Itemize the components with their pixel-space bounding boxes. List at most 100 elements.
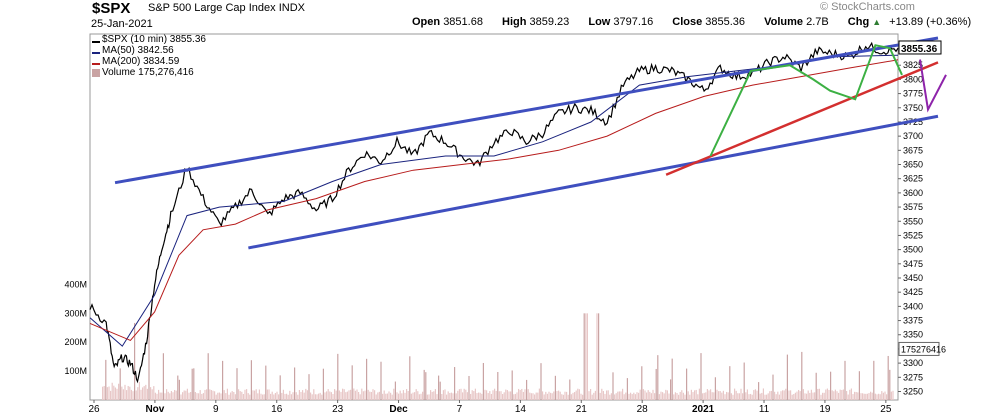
volume-bar xyxy=(394,381,396,400)
volume-bar xyxy=(102,386,104,400)
volume-bar xyxy=(730,393,732,400)
volume-bar xyxy=(650,393,652,400)
volume-bar xyxy=(190,392,192,400)
volume-bar xyxy=(142,387,144,400)
volume-bar xyxy=(468,375,470,400)
volume-bar xyxy=(732,394,734,400)
volume-bar xyxy=(519,390,521,400)
volume-bar xyxy=(649,391,651,400)
volume-bar xyxy=(282,389,284,400)
x-tick-label: 25 xyxy=(880,404,892,415)
volume-bar xyxy=(506,390,508,400)
volume-bar xyxy=(422,391,424,400)
volume-bar xyxy=(735,390,737,400)
volume-bar xyxy=(700,353,702,400)
volume-bar xyxy=(646,392,648,400)
price-tick-label: 3775 xyxy=(903,89,923,99)
volume-bar xyxy=(110,390,112,400)
volume-bar xyxy=(215,394,217,400)
volume-bar xyxy=(265,365,267,400)
volume-bar xyxy=(262,394,264,400)
volume-bar xyxy=(182,392,184,400)
volume-bar xyxy=(482,362,484,400)
volume-bar xyxy=(274,393,276,400)
volume-bar xyxy=(324,392,326,400)
volume-bar xyxy=(772,374,774,400)
volume-bar xyxy=(823,392,825,400)
volume-bar xyxy=(666,390,668,400)
volume-bar xyxy=(454,367,456,400)
volume-bar xyxy=(836,391,838,400)
volume-bar xyxy=(327,389,329,400)
volume-bar xyxy=(246,389,248,400)
volume-bar xyxy=(756,390,758,400)
open-label: Open xyxy=(412,16,441,28)
volume-bar xyxy=(527,389,529,400)
volume-tick-label: 200M xyxy=(64,337,87,347)
volume-bar xyxy=(684,394,686,400)
volume-bar xyxy=(414,392,416,400)
volume-bar xyxy=(244,389,246,400)
volume-bar xyxy=(337,353,339,400)
volume-bar xyxy=(186,388,188,400)
volume-bar xyxy=(169,393,171,400)
volume-bar xyxy=(164,393,166,400)
volume-bar xyxy=(799,391,801,400)
volume-bar xyxy=(786,354,788,400)
volume-bar xyxy=(655,368,657,400)
volume-bar xyxy=(199,390,201,400)
plot-frame xyxy=(89,33,899,401)
volume-bar xyxy=(566,391,568,400)
volume-bar xyxy=(225,393,227,400)
volume-bar xyxy=(466,392,468,400)
volume-bar xyxy=(815,372,817,400)
volume-bar xyxy=(858,371,860,400)
volume-bar xyxy=(518,388,520,400)
volume-bar xyxy=(257,393,259,400)
volume-bar xyxy=(802,389,804,400)
volume-bar xyxy=(798,389,800,400)
volume-bar xyxy=(415,389,417,400)
volume-bar xyxy=(526,379,528,400)
volume-bar xyxy=(132,391,134,400)
volume-bar xyxy=(849,389,851,400)
volume-bar xyxy=(148,322,150,400)
volume-bar xyxy=(310,392,312,400)
volume-bar xyxy=(209,389,211,400)
volume-bar xyxy=(842,389,844,400)
volume-bar xyxy=(695,389,697,400)
volume-bar xyxy=(516,392,518,400)
volume-bar xyxy=(814,392,816,400)
volume-bar xyxy=(865,393,867,400)
volume-bar xyxy=(497,372,499,400)
volume-bar xyxy=(276,391,278,400)
volume-bar xyxy=(559,391,561,400)
volume-bar xyxy=(145,384,147,400)
volume-bar xyxy=(271,391,273,400)
volume-value: 2.7B xyxy=(806,16,829,28)
volume-bar xyxy=(292,392,294,400)
volume-bar xyxy=(671,358,673,400)
volume-bar xyxy=(113,385,115,400)
volume-bar xyxy=(143,386,145,400)
volume-bar xyxy=(260,393,262,400)
volume-bar xyxy=(886,394,888,400)
volume-bar xyxy=(593,392,595,400)
volume-bar xyxy=(134,322,136,400)
volume-bar xyxy=(753,390,755,400)
price-tick-label: 3300 xyxy=(903,358,923,368)
volume-bar xyxy=(874,393,876,400)
volume-bar xyxy=(748,394,750,400)
volume-bar xyxy=(609,394,611,400)
symbol-title: $SPX xyxy=(92,0,131,17)
x-tick-label: 14 xyxy=(515,404,527,415)
volume-bar xyxy=(433,391,435,400)
volume-bar xyxy=(175,390,177,400)
volume-bar xyxy=(462,392,464,400)
volume-bar xyxy=(180,394,182,400)
volume-bar xyxy=(524,389,526,400)
volume-bar xyxy=(521,388,523,400)
volume-bar xyxy=(183,390,185,400)
volume-bar xyxy=(543,394,545,400)
volume-bar xyxy=(502,394,504,400)
